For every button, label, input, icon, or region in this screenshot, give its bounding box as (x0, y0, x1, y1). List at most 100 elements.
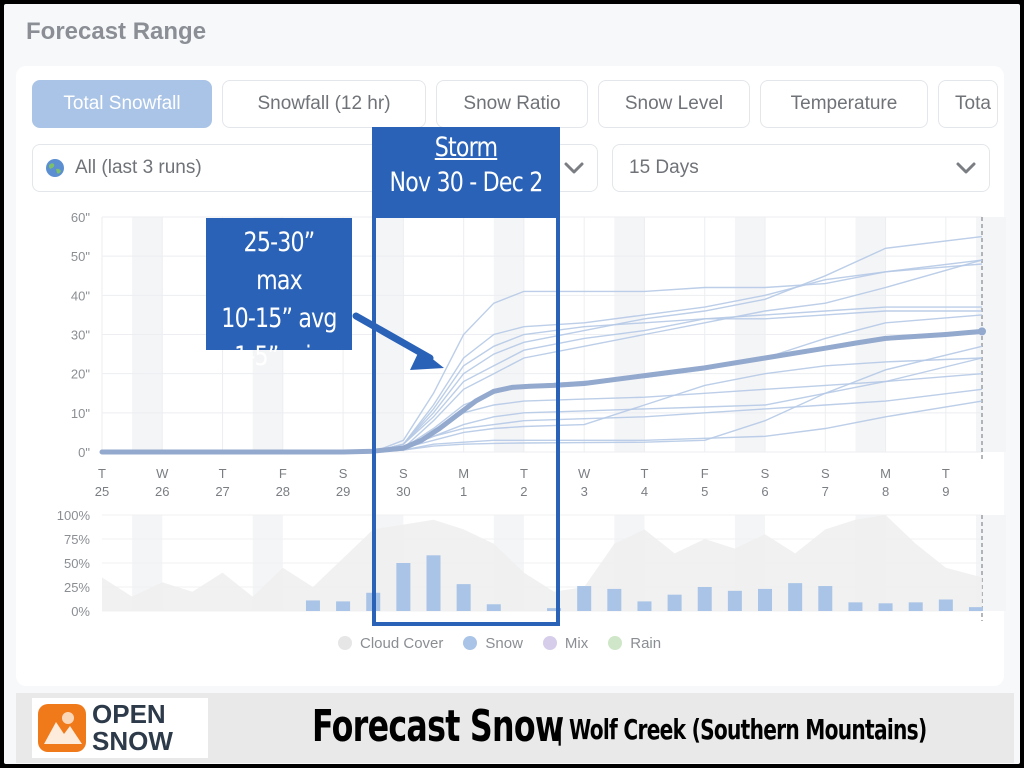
x-tick-dow: S (399, 466, 408, 481)
legend-item[interactable]: Snow (463, 635, 523, 652)
range-min: 1-5” min (234, 341, 325, 372)
tab-temperature[interactable]: Temperature (760, 80, 928, 128)
snow-bar (878, 603, 893, 611)
snow-bar (938, 599, 953, 611)
ensemble-line (102, 357, 983, 453)
x-tick-dow: S (821, 466, 830, 481)
tab-snowfall-12hr[interactable]: Snowfall (12 hr) (222, 80, 426, 128)
snow-bar (547, 608, 562, 611)
snow-bar (305, 600, 320, 611)
snow-bar (758, 588, 773, 611)
x-tick-dow: F (279, 466, 287, 481)
tab-snow-level[interactable]: Snow Level (598, 80, 750, 128)
legend-label: Mix (564, 635, 589, 652)
snow-bar (727, 590, 742, 611)
storm-dates: Nov 30 - Dec 2 (389, 167, 544, 198)
storm-callout: Storm Nov 30 - Dec 2 (372, 127, 560, 214)
legend-swatch (338, 636, 352, 650)
legend-label: Snow (485, 635, 523, 652)
y-tick-label: 100% (57, 508, 91, 523)
y-tick-label: 10" (71, 406, 90, 421)
legend-label: Rain (630, 635, 662, 652)
x-tick-day: 9 (942, 484, 949, 499)
snow-bar (908, 602, 923, 611)
y-tick-label: 60" (71, 210, 90, 225)
y-tick-label: 40" (71, 288, 90, 303)
tab-total-truncated[interactable]: Tota (938, 80, 998, 128)
app-frame: Forecast Range Total Snowfall Snowfall (… (4, 4, 1020, 764)
legend-item[interactable]: Cloud Cover (338, 635, 443, 652)
tab-total-snowfall[interactable]: Total Snowfall (32, 80, 212, 128)
x-tick-day: 28 (276, 484, 290, 499)
snow-bar (486, 604, 501, 611)
legend-item[interactable]: Mix (542, 635, 589, 652)
snow-bar (697, 587, 712, 611)
range-select[interactable]: 15 Days (612, 144, 990, 192)
range-select-value: 15 Days (629, 157, 699, 178)
x-tick-dow: W (156, 466, 169, 481)
storm-title: Storm (434, 132, 498, 163)
range-avg: 10-15” avg (221, 303, 337, 334)
x-tick-day: 26 (155, 484, 169, 499)
y-tick-label: 30" (71, 328, 90, 343)
legend-swatch (463, 636, 478, 650)
mountain-logo-icon (38, 704, 86, 752)
ensemble-line (102, 259, 983, 453)
y-tick-label: 20" (71, 367, 90, 382)
x-tick-day: 4 (641, 484, 648, 499)
opensnow-logo: OPEN SNOW (32, 698, 208, 758)
annotation-arrowhead (410, 349, 444, 370)
legend-label: Cloud Cover (360, 635, 444, 652)
snow-bar (788, 583, 803, 611)
x-tick-dow: T (942, 466, 950, 481)
snow-bar (968, 607, 983, 611)
snow-bar (336, 601, 351, 611)
x-tick-dow: W (578, 466, 591, 481)
section-title: Forecast Range (26, 18, 207, 45)
snow-bar (848, 602, 863, 611)
footer-banner: OPEN SNOW Forecast Snow | Wolf Creek (So… (16, 693, 1014, 763)
x-tick-dow: T (98, 466, 106, 481)
x-tick-dow: T (520, 466, 528, 481)
x-tick-dow: T (219, 466, 227, 481)
storm-window-outline (372, 214, 560, 626)
x-tick-day: 29 (336, 484, 350, 499)
range-max: 25-30” max (243, 227, 316, 296)
mean-line-end-dot (978, 327, 986, 336)
x-tick-day: 6 (761, 484, 768, 499)
snow-bar (667, 594, 682, 611)
y-tick-label: 50" (71, 249, 90, 264)
snow-bar (456, 584, 471, 611)
precip-legend: Cloud Cover Snow Mix Rain (338, 635, 681, 652)
snow-bar (577, 586, 592, 611)
x-tick-day: 1 (460, 484, 467, 499)
x-tick-day: 2 (520, 484, 527, 499)
legend-item[interactable]: Rain (608, 635, 661, 652)
snow-bar (607, 588, 622, 611)
x-tick-day: 3 (581, 484, 588, 499)
mean-line (99, 328, 985, 455)
x-tick-dow: M (458, 466, 469, 481)
logo-text-snow: SNOW (92, 726, 173, 756)
x-tick-day: 25 (95, 484, 109, 499)
chevron-down-icon (564, 162, 584, 174)
x-tick-day: 30 (396, 484, 410, 499)
snow-bar (426, 555, 441, 611)
runs-select-value: All (last 3 runs) (75, 157, 202, 178)
footer-subtitle: | Wolf Creek (Southern Mountains) (556, 713, 927, 746)
x-tick-day: 8 (882, 484, 889, 499)
snow-bar (637, 601, 652, 611)
chevron-down-icon (956, 162, 976, 174)
y-tick-label: 0" (78, 445, 90, 460)
footer-title: Forecast Snow (312, 701, 564, 752)
snow-bar (818, 586, 833, 611)
cloud-cover-area (102, 515, 982, 611)
logo-text-open: OPEN (92, 699, 166, 729)
globe-icon (46, 159, 64, 177)
y-tick-label: 75% (64, 532, 90, 547)
x-tick-dow: S (339, 466, 348, 481)
legend-swatch (608, 636, 623, 650)
ensemble-line (102, 306, 982, 453)
forecast-chart: 0"10"20"30"40"50"60"0%25%50%75%100%T25W2… (57, 210, 1007, 621)
annotation-arrow (352, 312, 434, 362)
